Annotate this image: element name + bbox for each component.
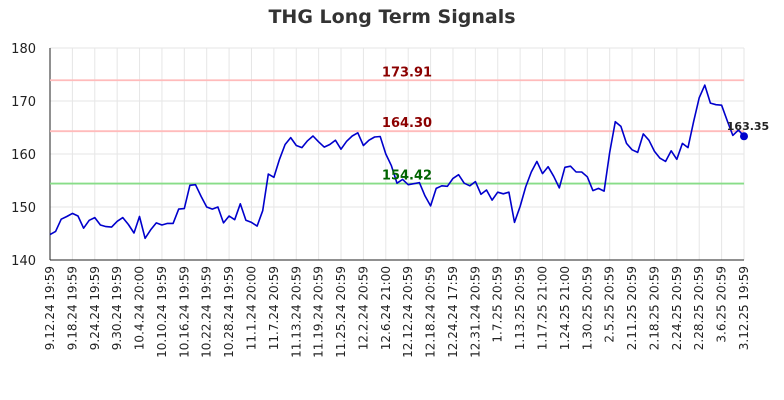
- x-tick-label: 1.7.25 20:59: [491, 266, 505, 343]
- price-series-line: [49, 84, 745, 240]
- x-tick-label: 2.24.25 20:59: [670, 266, 684, 350]
- x-tick-label: 12.18.24 20:59: [424, 266, 438, 358]
- signal-level-label: 164.30: [382, 116, 432, 131]
- x-tick-label: 11.13.24 20:59: [289, 266, 303, 358]
- x-tick-label: 12.31.24 20:59: [468, 266, 482, 358]
- x-tick-label: 1.24.25 21:00: [558, 266, 572, 350]
- x-tick-label: 9.24.24 19:59: [88, 266, 102, 350]
- last-price-label: 163.35: [727, 120, 769, 133]
- x-tick-label: 11.1.24 20:00: [244, 266, 258, 350]
- x-tick-label: 11.19.24 20:59: [312, 266, 326, 358]
- x-tick-label: 2.5.25 20:59: [603, 266, 617, 343]
- last-price-marker: [740, 132, 748, 141]
- y-tick-label: 160: [11, 148, 36, 163]
- x-tick-label: 9.30.24 19:59: [110, 266, 124, 350]
- x-tick-label: 12.12.24 20:59: [401, 266, 415, 358]
- y-tick-label: 170: [11, 95, 36, 110]
- x-tick-label: 1.30.25 20:59: [580, 266, 594, 350]
- y-tick-label: 150: [11, 201, 36, 216]
- x-tick-label: 10.28.24 19:59: [222, 266, 236, 358]
- chart-title: THG Long Term Signals: [268, 6, 516, 28]
- y-tick-label: 140: [11, 254, 36, 269]
- y-tick-label: 180: [11, 42, 36, 57]
- x-tick-label: 2.11.25 20:59: [625, 266, 639, 350]
- x-tick-label: 1.17.25 21:00: [536, 266, 550, 350]
- x-tick-label: 10.4.24 20:00: [133, 266, 147, 350]
- x-tick-label: 11.25.24 20:59: [334, 266, 348, 358]
- x-tick-label: 12.6.24 21:00: [379, 266, 393, 350]
- x-tick-label: 10.22.24 19:59: [200, 266, 214, 358]
- x-tick-label: 9.12.24 19:59: [43, 266, 57, 350]
- x-tick-label: 12.24.24 17:59: [446, 266, 460, 358]
- x-tick-label: 2.28.25 20:59: [692, 266, 706, 350]
- x-tick-label: 3.6.25 20:59: [715, 266, 729, 343]
- signal-level-label: 173.91: [382, 65, 432, 80]
- x-tick-label: 10.16.24 19:59: [177, 266, 191, 358]
- x-tick-label: 2.18.25 20:59: [647, 266, 661, 350]
- x-tick-label: 9.18.24 19:59: [65, 266, 79, 350]
- x-tick-label: 11.7.24 20:59: [267, 266, 281, 350]
- signal-level-label: 154.42: [382, 169, 432, 184]
- x-tick-label: 12.2.24 20:59: [356, 266, 370, 350]
- x-tick-label: 10.10.24 19:59: [155, 266, 169, 358]
- x-tick-label: 3.12.25 19:59: [737, 266, 751, 350]
- x-tick-label: 1.13.25 20:59: [513, 266, 527, 350]
